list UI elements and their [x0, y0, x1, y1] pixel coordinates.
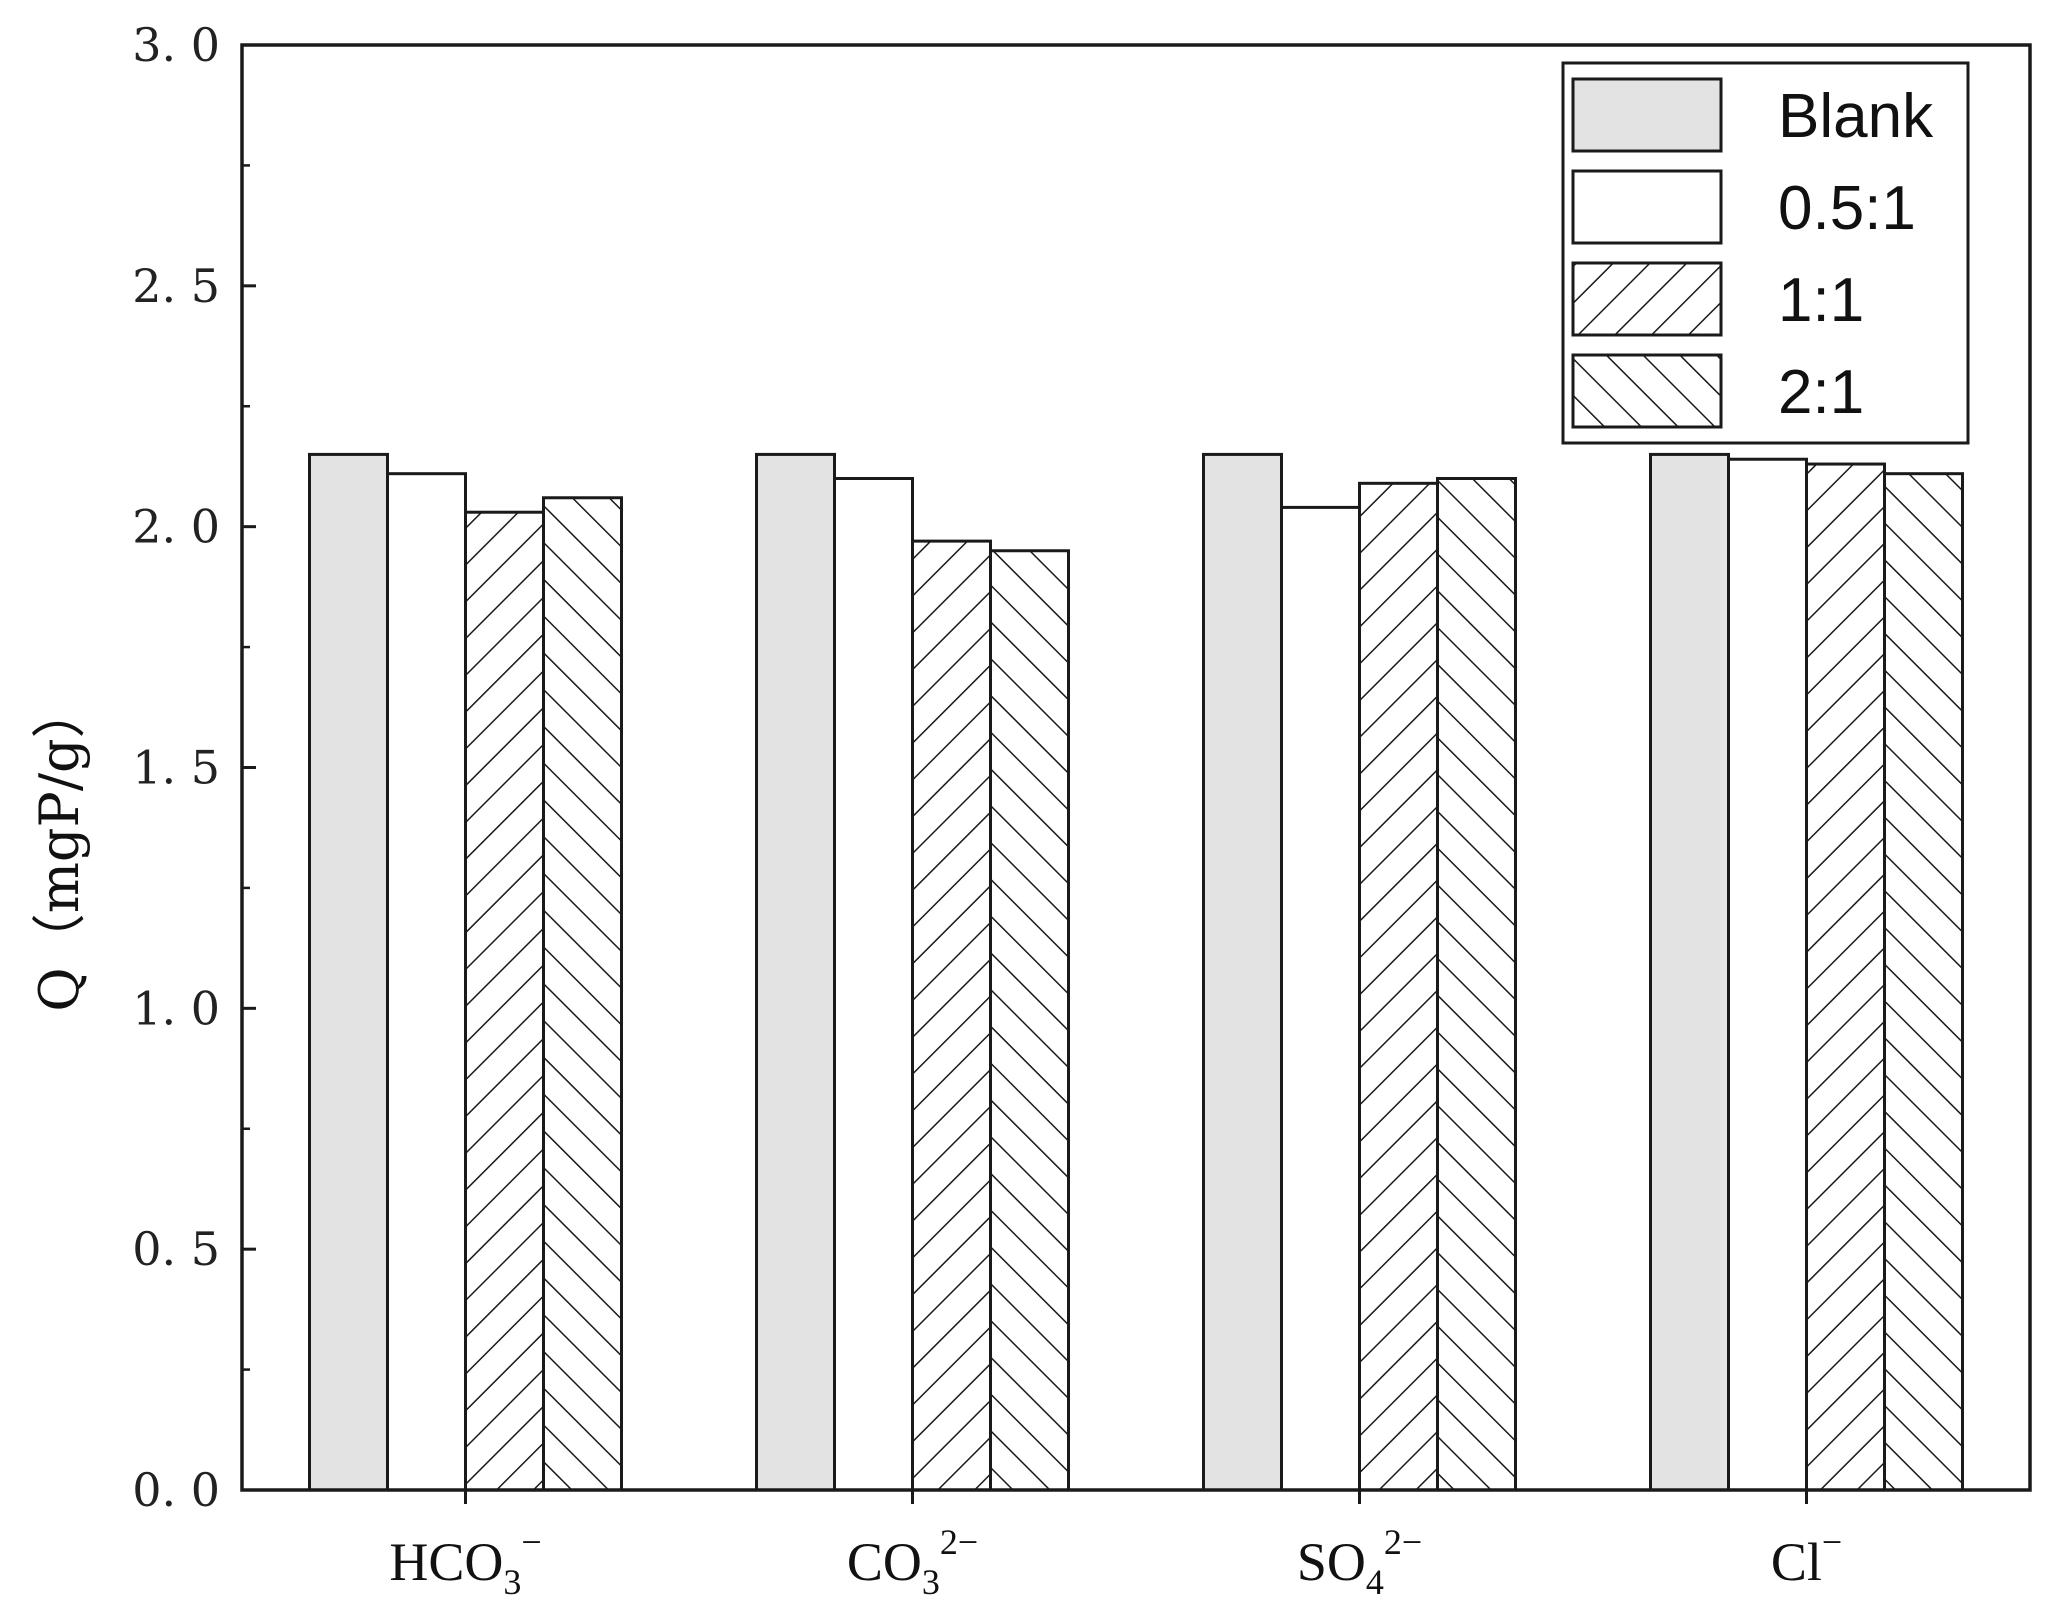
- y-tick-label: 2. 0: [132, 500, 220, 554]
- y-tick-label: 0. 5: [132, 1222, 220, 1276]
- legend-label: Blank: [1778, 82, 1934, 151]
- bar-11-3: [1805, 462, 1886, 1492]
- x-tick-label: HCO3−: [389, 1522, 541, 1602]
- legend-swatch: [1571, 353, 1723, 429]
- y-tick-label: 3. 0: [132, 18, 220, 72]
- bar-051-1: [833, 477, 914, 1492]
- x-tick-label: Cl−: [1771, 1522, 1842, 1592]
- bar-Blank-0: [308, 452, 389, 1492]
- bar-21-2: [1436, 477, 1517, 1492]
- bar-Blank-2: [1202, 452, 1283, 1492]
- y-tick-label: 1. 0: [132, 981, 220, 1035]
- legend-swatch: [1571, 169, 1723, 245]
- y-tick-label: 0. 0: [132, 1463, 220, 1517]
- bar-11-2: [1358, 481, 1439, 1492]
- bar-11-0: [464, 510, 545, 1492]
- bar-11-1: [911, 539, 992, 1492]
- bars-layer: [308, 452, 1964, 1492]
- x-tick-label: CO32−: [847, 1522, 978, 1602]
- bar-Blank-3: [1649, 452, 1730, 1492]
- legend-label: 1:1: [1778, 266, 1864, 335]
- bar-051-0: [386, 472, 467, 1492]
- y-tick-label: 2. 5: [132, 259, 220, 313]
- axes-layer: HCO3− CO32− SO42− Cl− 0. 0 0. 5 1. 0 1. 5 2. 0 2.…: [132, 18, 2032, 1602]
- x-tick-label: SO42−: [1297, 1522, 1422, 1602]
- legend-swatch: [1571, 261, 1723, 337]
- legend-label: 2:1: [1778, 358, 1864, 427]
- y-axis-title: Q（mgP/g）: [28, 684, 91, 1011]
- bar-21-0: [542, 496, 623, 1492]
- bar-21-1: [989, 549, 1070, 1492]
- legend-swatch: [1571, 77, 1723, 153]
- legend: Blank 0.5:1 1:1 2:1: [1561, 61, 1970, 445]
- bar-Blank-1: [755, 452, 836, 1492]
- bar-051-3: [1727, 457, 1808, 1492]
- bar-051-2: [1280, 505, 1361, 1492]
- bar-21-3: [1883, 472, 1964, 1492]
- y-tick-label: 1. 5: [132, 741, 220, 795]
- legend-label: 0.5:1: [1778, 174, 1916, 243]
